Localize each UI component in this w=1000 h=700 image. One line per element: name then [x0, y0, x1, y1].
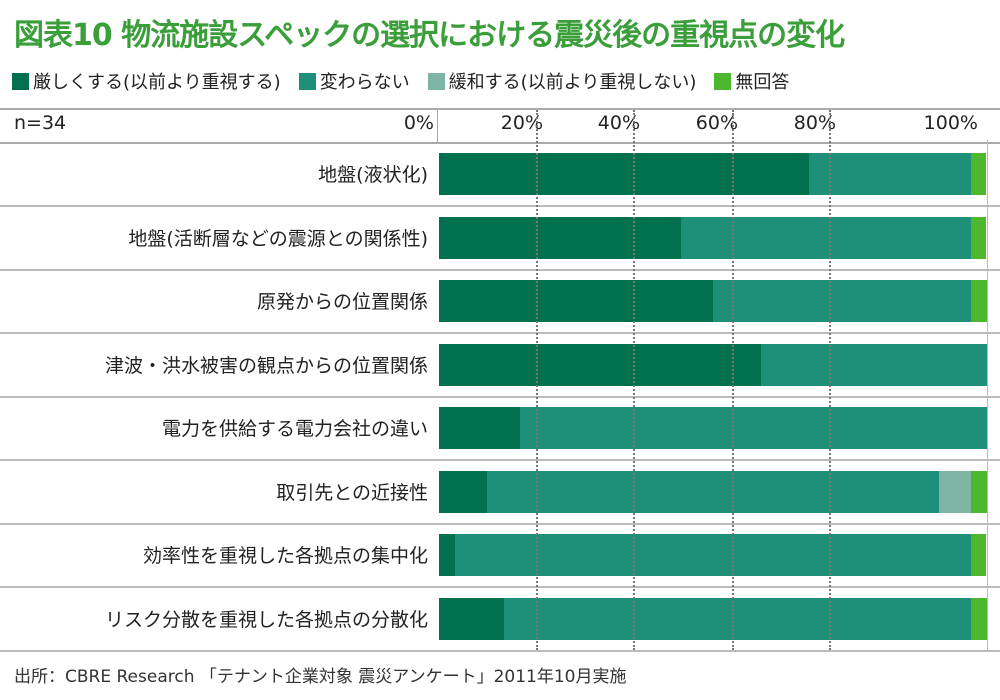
gridline	[536, 110, 538, 650]
gridline	[633, 110, 635, 650]
bar-segment	[439, 470, 488, 513]
gridline	[732, 110, 734, 650]
bar-segment	[971, 280, 987, 322]
bar-segment	[809, 153, 971, 195]
bar-row: 原発からの位置関係	[0, 269, 1000, 334]
bar-segment	[439, 216, 681, 259]
legend-label: 緩和する(以前より重視しない)	[448, 72, 697, 93]
legend-swatch	[427, 72, 445, 90]
category-label: 原発からの位置関係	[256, 291, 428, 313]
bar-segment	[713, 280, 972, 322]
bar-segment	[439, 407, 520, 449]
bar-segment	[971, 470, 987, 513]
header-divider	[437, 108, 438, 144]
tick-label: 80%	[793, 112, 836, 134]
bar-segment	[970, 153, 987, 195]
chart-title: 図表10 物流施設スペックの選択における震災後の重視点の変化	[14, 18, 845, 53]
stacked-bar	[439, 470, 987, 513]
stacked-bar	[439, 280, 987, 322]
stacked-bar	[439, 534, 987, 576]
bar-segment	[439, 153, 810, 195]
axis-header	[0, 108, 1000, 144]
stacked-bar	[439, 216, 987, 259]
bar-segment	[439, 280, 713, 322]
legend-item: 緩和する(以前より重視しない)	[427, 68, 697, 94]
tick-label: 60%	[695, 112, 738, 134]
legend-swatch	[12, 72, 29, 90]
legend-swatch	[298, 72, 316, 90]
bar-row: 取引先との近接性	[0, 460, 1000, 525]
category-label: 効率性を重視した各拠点の集中化	[142, 545, 428, 567]
legend-item: 厳しくする(以前より重視する)	[12, 68, 281, 94]
bar-segment	[971, 597, 987, 640]
bar-segment	[439, 343, 762, 386]
category-label: 津波・洪水被害の観点からの位置関係	[104, 354, 428, 377]
stacked-bar	[439, 153, 987, 195]
bar-segment	[439, 597, 504, 640]
category-label: 地盤(活断層などの震源との関係性)	[128, 227, 428, 250]
bar-segment	[761, 343, 987, 386]
bar-segment	[938, 470, 972, 513]
stacked-bar	[439, 343, 987, 386]
legend-item: 無回答	[714, 68, 789, 94]
bar-segment	[503, 597, 972, 640]
bar-row: 電力を供給する電力会社の違い	[0, 396, 1000, 461]
stacked-bar	[439, 407, 987, 449]
bar-segment	[680, 216, 971, 259]
bar-segment	[487, 470, 939, 513]
legend-swatch	[714, 72, 732, 90]
bar-row: 地盤(液状化)	[0, 142, 1000, 207]
legend-label: 変わらない	[319, 72, 410, 93]
legend-label: 厳しくする(以前より重視する)	[33, 72, 281, 93]
bar-segment	[970, 534, 987, 576]
tick-label: 100%	[923, 112, 978, 134]
category-label: 電力を供給する電力会社の違い	[161, 418, 428, 440]
tick-label: 40%	[597, 112, 640, 134]
legend-item: 変わらない	[298, 68, 410, 94]
gridline	[829, 110, 831, 650]
category-label: 取引先との近接性	[276, 481, 428, 504]
category-label: 地盤(液状化)	[318, 164, 428, 186]
bar-segment	[519, 407, 987, 449]
bar-row: 津波・洪水被害の観点からの位置関係	[0, 333, 1000, 398]
stacked-bar	[439, 597, 987, 640]
legend-label: 無回答	[735, 72, 790, 93]
category-label: リスク分散を重視した各拠点の分散化	[104, 608, 428, 631]
bar-row: 効率性を重視した各拠点の集中化	[0, 523, 1000, 588]
legend: 厳しくする(以前より重視する) 変わらない 緩和する(以前より重視しない) 無回答	[12, 68, 789, 94]
bar-row: リスク分散を重視した各拠点の分散化	[0, 587, 1000, 652]
bar-segment	[970, 216, 987, 259]
tick-label: 20%	[500, 112, 543, 134]
bar-segment	[454, 534, 971, 576]
source-note: 出所：CBRE Research 「テナント企業対象 震災アンケート」2011年…	[14, 667, 627, 687]
tick-label: 0%	[403, 112, 434, 134]
bar-row: 地盤(活断層などの震源との関係性)	[0, 206, 1000, 271]
bar-segment	[439, 534, 455, 576]
right-border	[987, 140, 988, 650]
sample-size: n=34	[14, 112, 67, 134]
